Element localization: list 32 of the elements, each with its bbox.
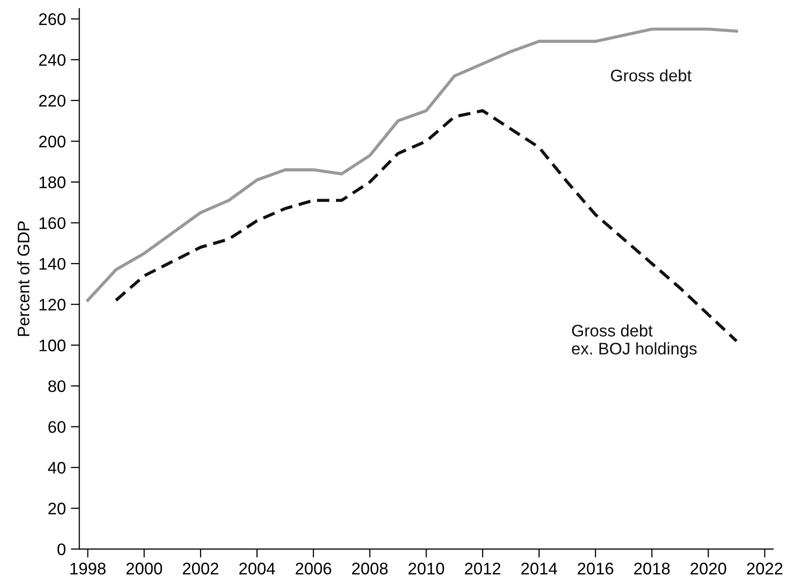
x-tick-label: 2014: [521, 562, 558, 574]
series-label: Gross debt ex. BOJ holdings: [572, 324, 697, 358]
y-tick-label: 20: [48, 502, 66, 514]
y-tick-label: 220: [39, 94, 66, 107]
x-tick-label: 2016: [578, 562, 614, 574]
y-tick-label: 180: [40, 176, 66, 188]
x-tick-label: 2022: [747, 562, 782, 574]
y-tick-label: 240: [39, 54, 66, 66]
x-tick-label: 2018: [634, 562, 670, 574]
y-tick-label: 140: [40, 258, 66, 270]
y-axis-title: Percent of GDP: [17, 221, 30, 336]
x-tick-label: 2012: [464, 562, 500, 574]
x-tick-label: 2020: [690, 562, 726, 574]
y-tick-label: 260: [39, 13, 66, 26]
x-tick-label: 2008: [352, 562, 388, 574]
y-tick-label: 40: [48, 462, 66, 474]
x-tick-label: 2002: [182, 562, 218, 574]
y-tick-label: 160: [40, 217, 66, 230]
x-tick-label: 1998: [70, 562, 106, 574]
line-series: [114, 109, 738, 343]
y-tick-label: 100: [40, 340, 66, 352]
line-series: [86, 28, 738, 302]
x-tick-label: 2010: [408, 562, 444, 574]
y-tick-label: 120: [40, 298, 66, 311]
x-tick-label: 2004: [239, 562, 276, 574]
y-tick-label: 80: [48, 380, 66, 392]
series-label: Gross debt: [610, 69, 692, 82]
x-tick-label: 2000: [126, 562, 162, 574]
y-tick-label: 0: [57, 543, 66, 556]
y-tick-label: 60: [48, 421, 66, 433]
y-tick-label: 200: [39, 136, 66, 148]
x-tick-label: 2006: [296, 562, 332, 574]
